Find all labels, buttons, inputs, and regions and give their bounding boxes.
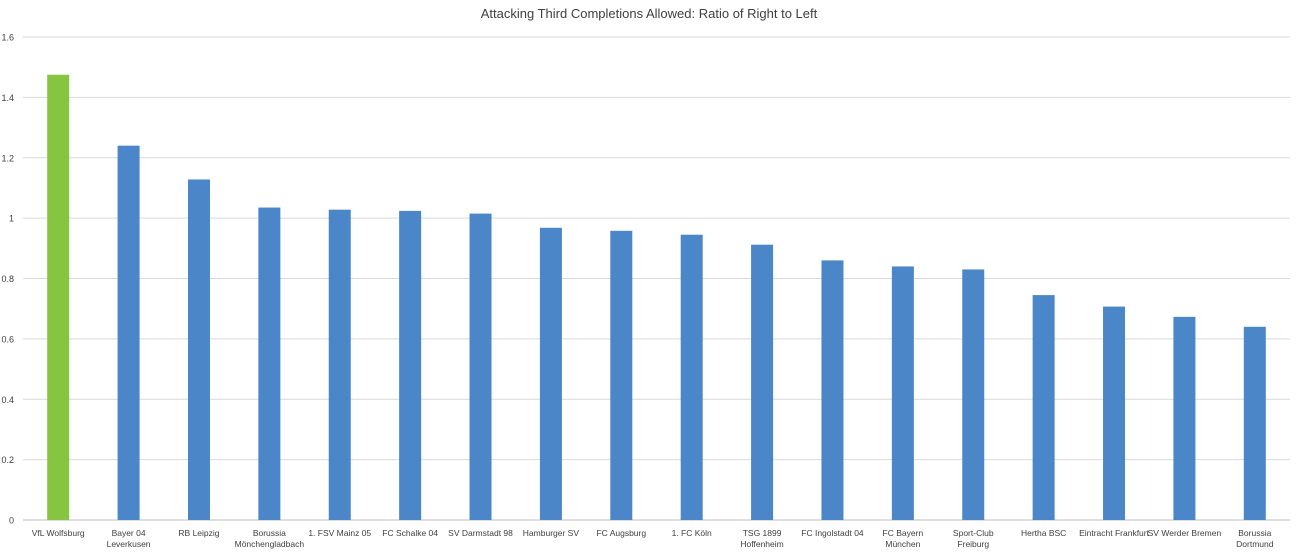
bar [469,213,492,521]
y-tick-label: 1.4 [1,93,14,103]
x-tick-label: 1. FC Köln [672,528,712,538]
x-tick-label: SV Darmstadt 98 [448,528,513,538]
bar [680,234,703,520]
x-tick-label: Hamburger SV [523,528,580,538]
x-tick-label-line: Hamburger SV [523,528,580,538]
x-tick-label-line: SV Werder Bremen [1148,528,1222,538]
x-tick-label: Sport-Club Freiburg [953,528,994,549]
x-tick-label-line: Sport-Club [953,528,994,538]
bar [891,266,914,520]
x-tick-label: FC Bayern München [883,528,924,549]
y-tick-label: 1.6 [1,33,14,43]
x-tick-label-line: Borussia [1238,528,1271,538]
bar [751,244,774,520]
bar [258,207,281,520]
chart-title: Attacking Third Completions Allowed: Rat… [480,6,818,21]
bar [328,209,351,521]
x-tick-label-line: Mönchengladbach [235,539,305,549]
x-tick-label-line: Freiburg [957,539,989,549]
bar [187,179,210,521]
bar [539,227,562,520]
bar [117,145,140,521]
bar [1103,306,1126,520]
bar [1243,326,1266,520]
x-tick-label-line: VfL Wolfsburg [32,528,85,538]
x-tick-label-line: Borussia [253,528,286,538]
x-tick-label-line: Leverkusen [107,539,151,549]
x-tick-label: VfL Wolfsburg [32,528,85,538]
x-tick-label-line: Eintracht Frankfurt [1079,528,1150,538]
x-tick-label-line: Dortmund [1236,539,1274,549]
x-tick-label: FC Augsburg [596,528,646,538]
x-tick-label: Borussia Mönchengladbach [235,528,305,549]
x-tick-label: Eintracht Frankfurt [1079,528,1150,538]
x-tick-label: Hertha BSC [1021,528,1066,538]
x-tick-label-line: FC Schalke 04 [382,528,438,538]
bar [821,260,844,520]
x-tick-label-line: TSG 1899 [743,528,782,538]
bar [962,269,985,520]
bar [399,210,422,520]
x-tick-label-line: Hertha BSC [1021,528,1066,538]
x-tick-label-line: RB Leipzig [178,528,219,538]
y-tick-label: 1.2 [1,153,14,163]
x-tick-label-line: Bayer 04 [112,528,146,538]
y-tick-label: 0 [9,516,14,526]
x-tick-label: RB Leipzig [178,528,219,538]
y-tick-label: 0.8 [1,274,14,284]
x-tick-label-line: Hoffenheim [740,539,783,549]
x-tick-label: FC Schalke 04 [382,528,438,538]
x-tick-label-line: 1. FSV Mainz 05 [308,528,371,538]
x-tick-label: TSG 1899 Hoffenheim [740,528,783,549]
y-tick-label: 0.6 [1,334,14,344]
x-tick-label-line: München [885,539,920,549]
bar [47,74,70,520]
x-tick-label-line: SV Darmstadt 98 [448,528,513,538]
x-tick-label-line: FC Augsburg [596,528,646,538]
bar [610,230,633,520]
x-tick-label: FC Ingolstadt 04 [801,528,864,538]
x-tick-label: Bayer 04 Leverkusen [107,528,151,549]
x-tick-label-line: 1. FC Köln [672,528,712,538]
y-tick-label: 1 [9,214,14,224]
x-tick-label: 1. FSV Mainz 05 [308,528,371,538]
x-tick-label-line: FC Bayern [883,528,924,538]
x-tick-label-line: FC Ingolstadt 04 [801,528,864,538]
y-tick-label: 0.2 [1,455,14,465]
y-tick-label: 0.4 [1,395,14,405]
bar [1173,316,1196,520]
x-tick-label: Borussia Dortmund [1236,528,1274,549]
bar [1032,295,1055,520]
x-tick-label: SV Werder Bremen [1148,528,1222,538]
